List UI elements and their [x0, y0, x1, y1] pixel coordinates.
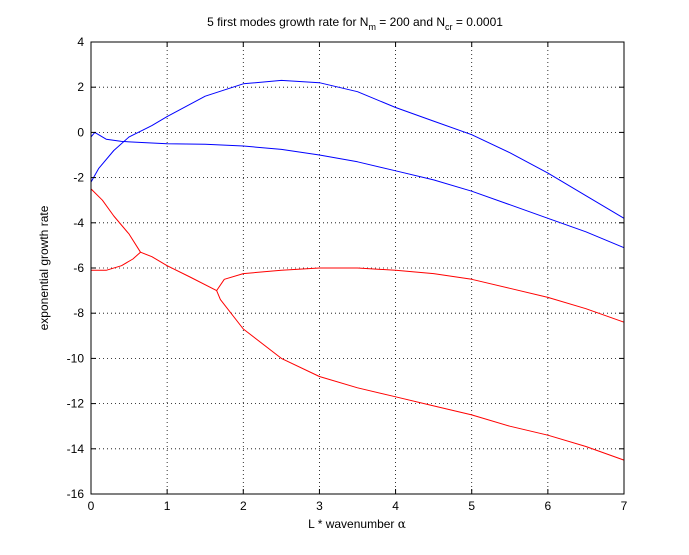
- ticks: 0 1 2 3 4 5 6 7 -16 -14 -12 -10 -8 -6 -4 -2 0 2 4: [67, 35, 628, 513]
- y-tick-label: -6: [73, 261, 84, 275]
- chart-title: 5 first modes growth rate for Nm = 200 a…: [207, 15, 503, 32]
- series-lines: [90, 79, 625, 461]
- x-tick-label: 2: [240, 499, 247, 513]
- x-tick-label: 7: [621, 499, 628, 513]
- y-tick-label: -10: [67, 351, 85, 365]
- x-tick-label: 4: [392, 499, 399, 513]
- x-tick-label: 0: [88, 499, 95, 513]
- x-tick-label: 3: [316, 499, 323, 513]
- y-tick-label: -12: [67, 397, 85, 411]
- y-tick-label: 4: [77, 35, 84, 49]
- y-tick-label: -16: [67, 487, 85, 501]
- series-line-5: [216, 267, 625, 323]
- title-mid: = 200 and N: [376, 15, 445, 29]
- series-line-2: [90, 131, 625, 249]
- y-tick-label: 0: [77, 125, 84, 139]
- y-tick-label: -4: [73, 216, 84, 230]
- x-tick-label: 5: [468, 499, 475, 513]
- title-sub-cr: cr: [445, 22, 453, 32]
- x-axis-label: L * wavenumber α: [308, 517, 406, 531]
- x-axis-label-text: L * wavenumber: [308, 517, 398, 531]
- y-tick-label: -14: [67, 442, 85, 456]
- grid: [91, 42, 624, 494]
- series-line-3: [90, 188, 625, 461]
- title-suffix: = 0.0001: [453, 15, 504, 29]
- title-sub-m: m: [368, 22, 376, 32]
- title-prefix: 5 first modes growth rate for N: [207, 15, 368, 29]
- x-axis-label-alpha: α: [398, 517, 406, 531]
- y-axis-label: exponential growth rate: [37, 205, 51, 330]
- y-tick-label: -2: [73, 171, 84, 185]
- series-line-1: [90, 79, 625, 219]
- x-tick-label: 1: [164, 499, 171, 513]
- y-tick-label: 2: [77, 80, 84, 94]
- series-line-4: [91, 251, 141, 271]
- x-tick-label: 6: [545, 499, 552, 513]
- y-tick-label: -8: [73, 306, 84, 320]
